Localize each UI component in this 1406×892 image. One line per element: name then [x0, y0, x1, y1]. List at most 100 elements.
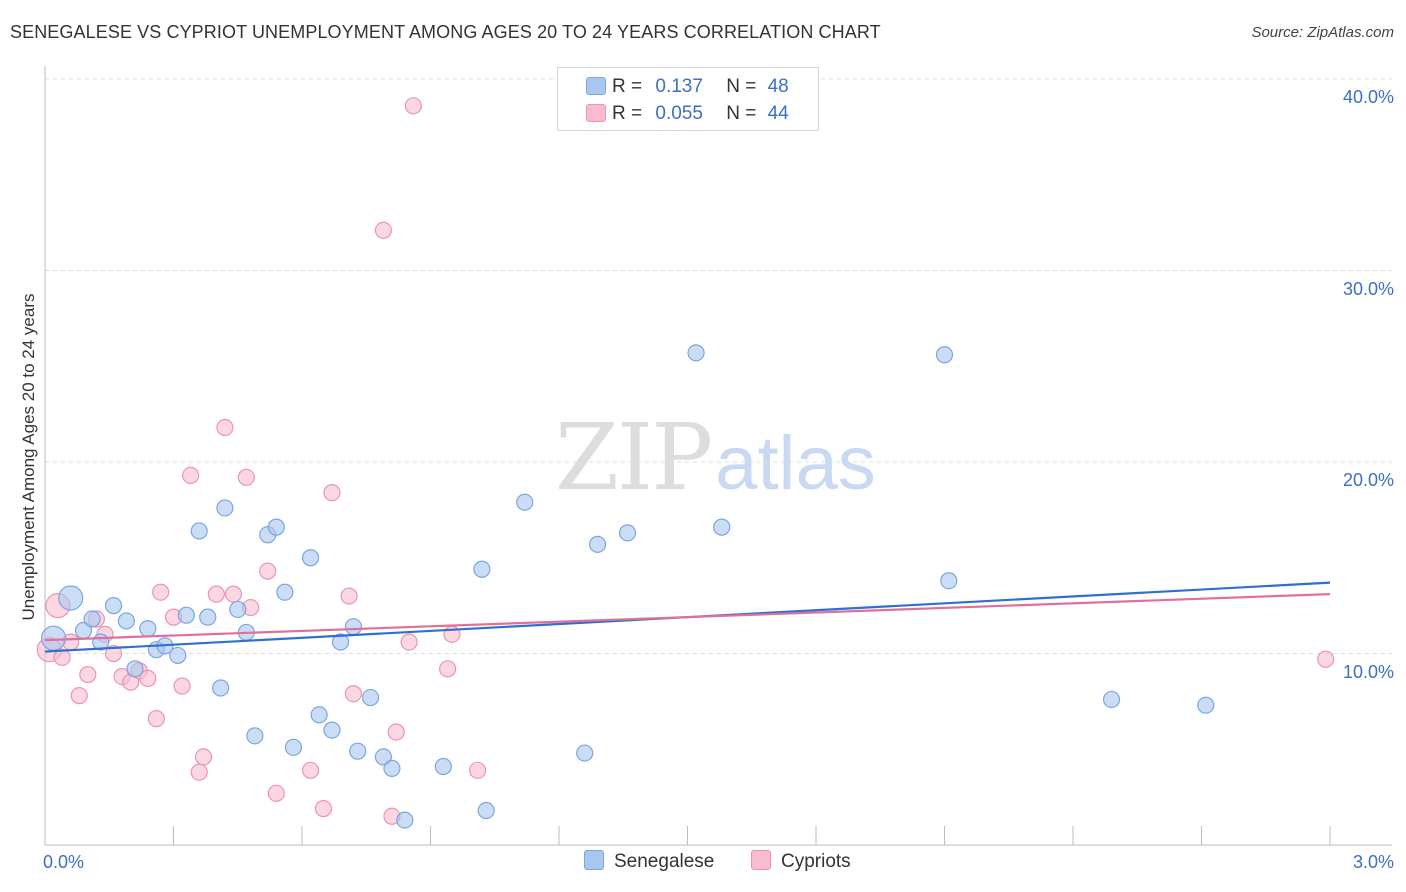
point-cypriots [404, 97, 422, 115]
point-senegalese [473, 560, 491, 578]
point-senegalese [190, 522, 208, 540]
trend-lines [44, 581, 1331, 653]
chart-legend: Senegalese Cypriots [0, 850, 1406, 878]
point-cypriots [70, 687, 88, 705]
point-senegalese [169, 646, 187, 665]
point-cypriots [314, 800, 333, 818]
y-tick-label: 30.0% [1342, 278, 1394, 299]
point-senegalese [361, 688, 380, 707]
legend-swatch-senegalese [584, 850, 604, 870]
point-cypriots [469, 761, 487, 779]
legend-label-cypriots: Cypriots [781, 851, 851, 872]
stats-r-value: 0.137 [655, 76, 703, 97]
point-senegalese [331, 633, 350, 651]
point-senegalese [1197, 696, 1215, 714]
point-senegalese [516, 493, 534, 511]
point-senegalese [212, 679, 230, 697]
point-cypriots [53, 648, 71, 666]
x-tick-label: 3.0% [1352, 852, 1394, 872]
point-cypriots [194, 748, 213, 766]
point-cypriots [267, 784, 285, 802]
legend-label-senegalese: Senegalese [614, 851, 715, 872]
point-senegalese [284, 738, 303, 756]
axes [44, 66, 1392, 846]
point-senegalese [246, 727, 264, 745]
point-senegalese [177, 606, 195, 624]
y-tick-label: 20.0% [1342, 470, 1394, 490]
point-senegalese [588, 535, 607, 553]
point-senegalese [576, 744, 594, 762]
stats-r-value: 0.055 [655, 103, 703, 124]
point-cypriots [207, 585, 225, 603]
stats-n-label: N = [726, 103, 757, 124]
data-points [36, 97, 1335, 829]
point-senegalese [310, 706, 328, 724]
chart-source: Source: ZipAtlas.com [1251, 24, 1394, 41]
point-cypriots [301, 761, 320, 779]
point-cypriots [387, 723, 405, 741]
point-cypriots [152, 583, 170, 601]
stats-r-label: R = [612, 103, 643, 124]
point-senegalese [40, 625, 67, 651]
point-cypriots [439, 660, 457, 678]
point-senegalese [126, 660, 144, 678]
legend-item-cypriots[interactable]: Cypriots [751, 850, 851, 878]
point-senegalese [104, 597, 123, 615]
point-senegalese [434, 757, 452, 776]
point-cypriots [237, 468, 255, 486]
point-senegalese [396, 811, 414, 829]
point-senegalese [383, 759, 401, 778]
point-senegalese [301, 549, 320, 567]
point-senegalese [276, 583, 294, 601]
point-cypriots [340, 587, 358, 605]
y-axis-label: Unemployment Among Ages 20 to 24 years [19, 293, 38, 621]
point-cypriots [182, 466, 200, 485]
grid-lines [45, 78, 1392, 654]
point-senegalese [374, 748, 392, 766]
point-senegalese [199, 608, 217, 626]
stats-row-senegalese: R = 0.137 N = 48 [586, 76, 789, 100]
point-cypriots [216, 418, 234, 437]
point-cypriots [259, 562, 277, 580]
point-senegalese [267, 518, 285, 536]
x-tick-label: 0.0% [43, 852, 85, 872]
point-senegalese [687, 344, 705, 362]
y-tick-label: 40.0% [1342, 87, 1394, 107]
point-senegalese [117, 612, 135, 630]
point-senegalese [618, 524, 637, 542]
point-senegalese [58, 585, 84, 611]
point-senegalese [940, 572, 958, 590]
trend-line-cypriots [44, 593, 1331, 642]
point-cypriots [139, 669, 157, 687]
stats-r-label: R = [612, 76, 643, 97]
chart-title: SENEGALESE VS CYPRIOT UNEMPLOYMENT AMONG… [10, 22, 881, 42]
point-senegalese [344, 618, 362, 636]
legend-swatch-cypriots [751, 850, 771, 870]
point-cypriots [104, 644, 123, 663]
point-cypriots [400, 633, 418, 651]
point-cypriots [79, 665, 97, 684]
stats-swatch-senegalese [586, 77, 606, 95]
point-senegalese [216, 499, 234, 517]
legend-item-senegalese[interactable]: Senegalese [584, 850, 714, 878]
stats-swatch-cypriots [586, 104, 606, 122]
point-cypriots [344, 685, 362, 703]
stats-row-cypriots: R = 0.055 N = 44 [586, 103, 789, 127]
point-senegalese [349, 742, 367, 760]
point-cypriots [323, 484, 341, 502]
point-cypriots [1317, 650, 1335, 668]
stats-n-label: N = [726, 76, 757, 97]
y-tick-label: 10.0% [1342, 661, 1394, 682]
stats-n-value: 44 [767, 103, 789, 124]
point-senegalese [323, 721, 341, 739]
point-senegalese [713, 518, 731, 536]
point-senegalese [477, 801, 495, 820]
point-cypriots [173, 677, 191, 695]
point-senegalese [1102, 690, 1121, 709]
point-senegalese [229, 600, 247, 619]
point-senegalese [935, 346, 954, 364]
point-cypriots [190, 763, 208, 781]
stats-box: R = 0.137 N = 48 R = 0.055 N = 44 [557, 67, 819, 131]
point-cypriots [147, 710, 165, 728]
